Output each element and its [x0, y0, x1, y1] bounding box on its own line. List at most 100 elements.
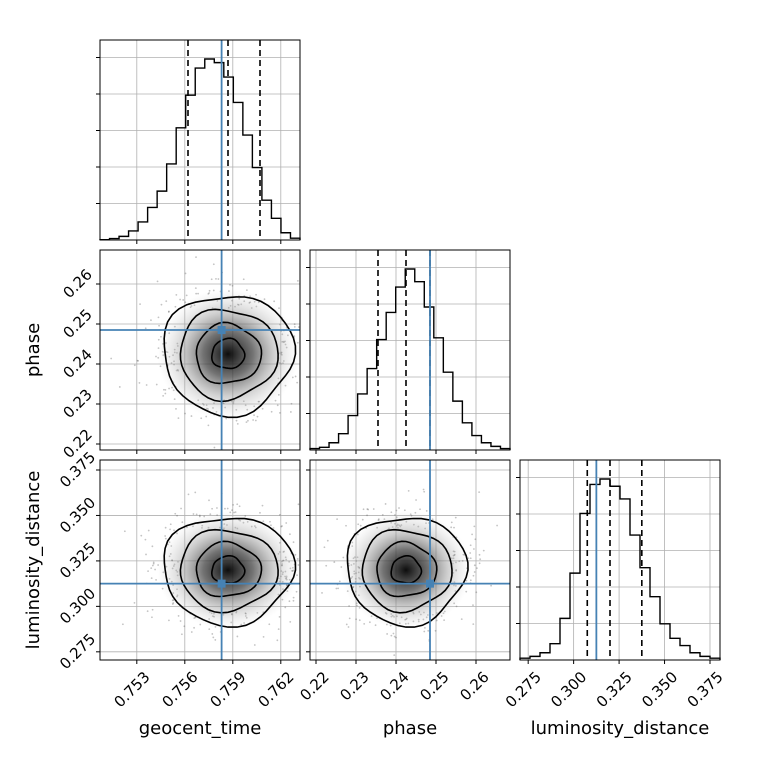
scatter-point [490, 584, 492, 587]
scatter-point [259, 511, 261, 514]
scatter-point [212, 263, 215, 266]
scatter-point [476, 567, 478, 570]
scatter-point [285, 522, 288, 524]
scatter-point [338, 580, 341, 583]
scatter-point [415, 499, 417, 501]
scatter-point [231, 509, 233, 512]
scatter-point [326, 539, 329, 542]
scatter-point [473, 548, 475, 550]
scatter-point [169, 523, 172, 526]
scatter-point [175, 407, 177, 410]
scatter-point [216, 507, 218, 509]
panel-phase-luminosity_distance: 0.22 0.23 0.24 0.25 0.26 [296, 459, 511, 704]
scatter-point [289, 411, 292, 413]
panel-luminosity_distance-luminosity_distance: 0.275 0.300 0.325 0.350 0.375 [502, 459, 727, 711]
scatter-point [194, 491, 197, 494]
scatter-point [395, 636, 397, 639]
scatter-point [288, 600, 291, 603]
scatter-point [182, 299, 185, 301]
contour-level-3 [361, 528, 453, 614]
tick-label-x-phase: 0.24 [376, 668, 412, 704]
y-axis-label-luminosity-distance: luminosity_distance [23, 471, 44, 650]
scatter-point [164, 392, 167, 395]
scatter-point [195, 513, 198, 516]
scatter-point [292, 599, 295, 602]
scatter-point [207, 424, 210, 427]
contour-level-4 [163, 517, 297, 628]
scatter-point [235, 419, 238, 422]
scatter-point [474, 538, 477, 541]
scatter-point [295, 590, 298, 593]
scatter-point [152, 562, 155, 565]
scatter-point [123, 530, 126, 533]
tick-label-y-phase: 0.26 [59, 265, 95, 301]
scatter-point [427, 629, 430, 632]
scatter-point [195, 256, 197, 259]
scatter-point [478, 562, 481, 565]
scatter-point [151, 564, 154, 567]
scatter-point [174, 305, 177, 308]
scatter-point [184, 412, 186, 415]
scatter-point [473, 525, 476, 528]
scatter-point [192, 513, 195, 515]
scatter-point [434, 629, 437, 632]
scatter-point [173, 398, 176, 401]
scatter-point [496, 524, 498, 527]
panel-frame [519, 459, 721, 661]
scatter-point [292, 541, 295, 544]
scatter-point [386, 633, 389, 635]
tick-label-x-luminosity_distance: 0.300 [547, 668, 590, 711]
scatter-point [262, 635, 265, 638]
scatter-point [139, 303, 141, 306]
contour-level-1 [390, 555, 423, 584]
scatter-point [179, 298, 182, 301]
tick-label-x-phase: 0.22 [296, 668, 332, 704]
scatter-point [151, 545, 154, 548]
panel-frame [99, 459, 301, 661]
contour-level-1 [210, 555, 246, 584]
scatter-point [473, 571, 476, 573]
scatter-point [212, 636, 215, 639]
scatter-point [224, 507, 226, 510]
x-axis-label-phase: phase [383, 718, 437, 739]
scatter-point [145, 553, 147, 556]
tick-label-y-phase: 0.25 [59, 305, 95, 341]
scatter-point [393, 635, 396, 638]
scatter-point [345, 623, 348, 626]
scatter-point [181, 521, 184, 524]
scatter-point [180, 633, 183, 636]
scatter-point [472, 574, 475, 577]
scatter-point [156, 280, 159, 283]
scatter-point [348, 617, 351, 620]
contour-level-3 [179, 308, 279, 403]
scatter-point [147, 570, 149, 573]
panel-phase-phase [306, 249, 511, 454]
scatter-point [347, 626, 350, 628]
scatter-point [453, 526, 455, 529]
scatter-point [165, 300, 168, 303]
scatter-point [157, 316, 160, 319]
scatter-point [164, 537, 167, 540]
scatter-point [177, 615, 180, 617]
scatter-point [150, 567, 153, 570]
tick-label-x-phase: 0.25 [416, 668, 452, 704]
scatter-point [261, 504, 264, 507]
scatter-point [273, 300, 276, 303]
tick-label-y-luminosity_distance: 0.275 [56, 630, 99, 673]
scatter-point [179, 620, 182, 622]
panel-frame [309, 459, 511, 661]
scatter-point [245, 289, 248, 292]
tick-label-y-luminosity_distance: 0.300 [56, 584, 99, 627]
scatter-point [197, 292, 199, 295]
scatter-point [395, 509, 398, 512]
scatter-point [280, 525, 283, 528]
scatter-point [423, 490, 426, 493]
scatter-point [297, 503, 300, 506]
scatter-point [133, 601, 136, 604]
scatter-point [277, 628, 280, 631]
scatter-point [164, 535, 167, 537]
scatter-point [150, 319, 152, 322]
contour-level-3 [179, 528, 279, 614]
scatter-point [210, 278, 213, 281]
